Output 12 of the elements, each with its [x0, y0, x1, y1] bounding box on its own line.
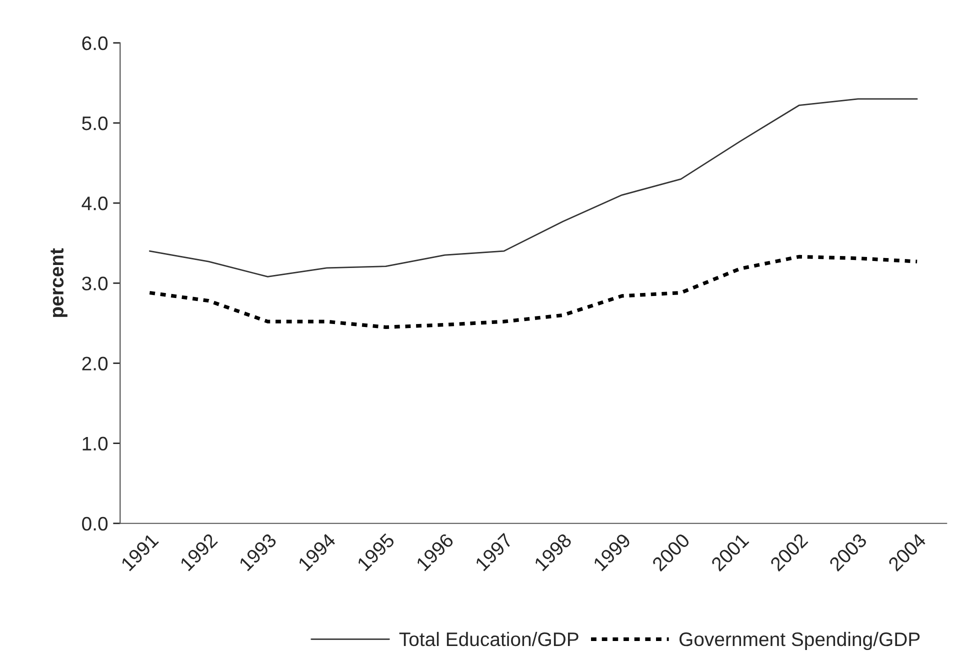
y-tick-label: 1.0	[82, 436, 108, 451]
y-tick-label: 2.0	[82, 356, 108, 370]
y-tick-label: 0.0	[82, 516, 108, 531]
legend-label: Government Spending/GDP	[680, 632, 920, 650]
line-series	[148, 98, 918, 278]
legend-label: Total Education/GDP	[399, 632, 578, 646]
y-tick-label: 4.0	[82, 196, 108, 210]
y-tick-label: 3.0	[82, 276, 108, 290]
y-tick-label: 6.0	[82, 36, 108, 50]
y-tick-label: 5.0	[82, 116, 108, 130]
line-series	[148, 254, 919, 329]
y-axis-title: percent	[50, 248, 68, 317]
